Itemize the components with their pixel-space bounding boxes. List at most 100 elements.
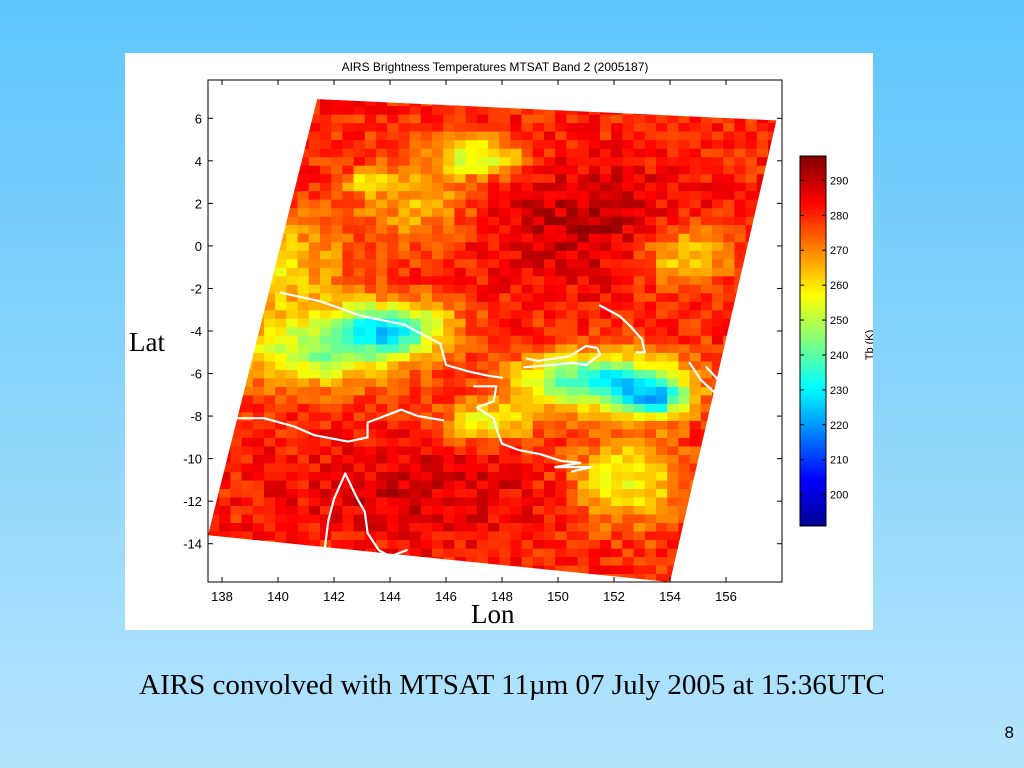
heatmap-cell (476, 437, 489, 447)
heatmap-cell (700, 148, 713, 158)
heatmap-cell (353, 131, 366, 141)
heatmap-cell (644, 318, 657, 328)
heatmap-cell (577, 233, 590, 243)
heatmap-cell (364, 343, 377, 353)
heatmap-cell (566, 548, 579, 558)
heatmap-cell (678, 335, 691, 345)
heatmap-cell (275, 275, 287, 285)
heatmap-cell (454, 462, 467, 472)
heatmap-cell (510, 462, 523, 472)
heatmap-cell (667, 471, 679, 481)
heatmap-cell (465, 275, 478, 285)
heatmap-cell (488, 352, 500, 362)
heatmap-cell (723, 156, 735, 166)
heatmap-cell (712, 267, 724, 277)
heatmap-cell (700, 394, 713, 404)
heatmap-cell (678, 428, 691, 438)
heatmap-cell (476, 505, 489, 515)
heatmap-cell (712, 131, 724, 141)
heatmap-cell (532, 488, 545, 498)
heatmap-cell (297, 386, 310, 396)
heatmap-cell (555, 199, 567, 209)
heatmap-cell (678, 377, 691, 387)
heatmap-cell (734, 258, 747, 268)
heatmap-cell (521, 445, 534, 455)
heatmap-cell (286, 216, 299, 226)
heatmap-cell (667, 548, 679, 558)
heatmap-cell (376, 173, 388, 183)
heatmap-cell (644, 207, 657, 217)
heatmap-cell (420, 318, 433, 328)
heatmap-cell (219, 496, 231, 506)
heatmap-cell (320, 369, 332, 379)
heatmap-cell (488, 479, 500, 489)
heatmap-cell (387, 275, 399, 285)
heatmap-cell (555, 122, 567, 132)
heatmap-cell (398, 437, 411, 447)
heatmap-cell (600, 250, 612, 260)
y-tick-label: 6 (195, 111, 202, 126)
heatmap-cell (532, 114, 545, 124)
heatmap-cell (588, 241, 601, 251)
heatmap-cell (756, 131, 769, 141)
heatmap-cell (264, 343, 276, 353)
heatmap-cell (409, 462, 422, 472)
heatmap-cell (308, 165, 321, 175)
heatmap-cell (364, 99, 377, 107)
heatmap-cell (678, 173, 691, 183)
heatmap-cell (588, 445, 601, 455)
heatmap-cell (488, 233, 500, 243)
heatmap-cell (476, 275, 489, 285)
heatmap-cell (577, 369, 590, 379)
heatmap-cell (331, 258, 343, 268)
heatmap-cell (521, 513, 534, 523)
heatmap-cell (689, 454, 702, 464)
heatmap-cell (465, 369, 478, 379)
heatmap-cell (700, 292, 713, 302)
heatmap-cell (689, 343, 702, 353)
heatmap-cell (308, 114, 321, 124)
heatmap-cell (432, 190, 444, 200)
heatmap-cell (689, 207, 702, 217)
heatmap-cell (353, 522, 366, 532)
heatmap-cell (387, 505, 399, 515)
heatmap-cell (342, 122, 355, 132)
heatmap-cell (308, 148, 321, 158)
heatmap-cell (566, 182, 579, 192)
heatmap-cell (678, 284, 691, 294)
heatmap-cell (286, 301, 299, 311)
heatmap-cell (532, 284, 545, 294)
heatmap-cell (555, 267, 567, 277)
heatmap-cell (488, 139, 500, 149)
heatmap-cell (454, 420, 467, 430)
heatmap-cell (499, 428, 511, 438)
heatmap-cell (532, 496, 545, 506)
heatmap-cell (320, 207, 332, 217)
heatmap-cell (611, 148, 623, 158)
heatmap-cell (611, 131, 623, 141)
heatmap-cell (286, 258, 299, 268)
heatmap-cell (566, 394, 579, 404)
heatmap-cell (700, 199, 713, 209)
heatmap-cell (656, 139, 668, 149)
heatmap-cell (588, 454, 601, 464)
heatmap-cell (376, 122, 388, 132)
heatmap-cell (644, 199, 657, 209)
heatmap-cell (320, 292, 332, 302)
heatmap-cell (499, 275, 511, 285)
heatmap-cell (532, 309, 545, 319)
heatmap-cell (555, 165, 567, 175)
heatmap-cell (230, 479, 243, 489)
heatmap-cell (409, 454, 422, 464)
heatmap-cell (420, 199, 433, 209)
heatmap-cell (667, 275, 679, 285)
heatmap-cell (555, 420, 567, 430)
heatmap-cell (465, 352, 478, 362)
heatmap-cell (667, 148, 679, 158)
heatmap-cell (286, 233, 299, 243)
heatmap-cell (465, 122, 478, 132)
heatmap-cell (667, 360, 679, 370)
heatmap-cell (264, 326, 276, 336)
heatmap-cell (488, 539, 500, 549)
heatmap-cell (376, 284, 388, 294)
